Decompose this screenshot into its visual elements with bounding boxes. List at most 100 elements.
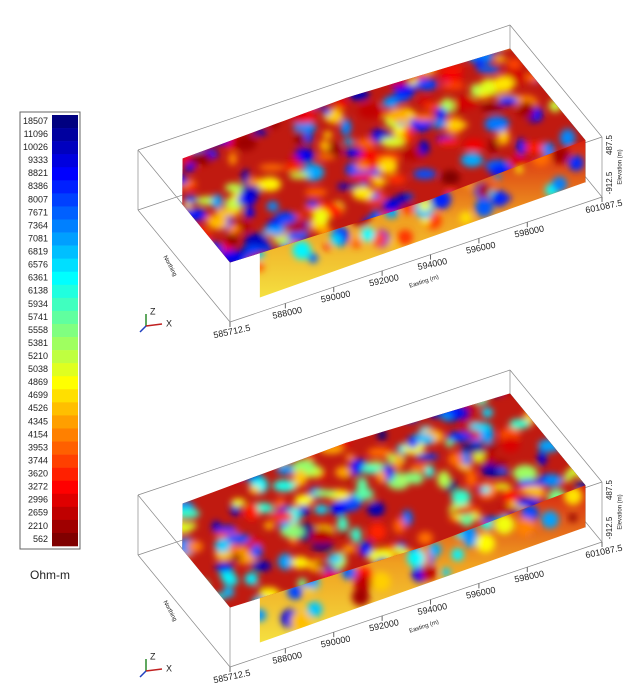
blob [465,399,480,412]
legend-swatch [52,167,78,181]
blob [207,593,225,602]
easting-tick-label: 594000 [417,601,448,617]
legend-label: 7081 [28,233,48,243]
blob [200,233,210,247]
blob [484,115,510,133]
blob [494,514,515,535]
blob [280,525,305,538]
blob [428,543,442,557]
blob [393,518,406,534]
blob [342,138,355,145]
easting-tick-label: 601087.5 [584,543,623,561]
blob [494,172,502,180]
blob [292,240,311,260]
blob [525,72,540,83]
blob [437,470,451,489]
blob [416,65,440,74]
legend-label: 2996 [28,495,48,505]
blob [244,206,255,218]
legend-label: 9333 [28,155,48,165]
legend-label: 5381 [28,338,48,348]
blob [272,479,296,492]
blob [186,522,197,529]
blob [184,202,193,209]
blob [238,468,261,481]
blob [342,544,356,553]
blob [406,436,419,449]
blob [184,163,195,172]
blob [358,102,382,119]
legend-label: 6138 [28,286,48,296]
blob [371,572,391,592]
blob [270,511,295,522]
legend-label: 18507 [23,116,48,126]
blob [440,170,461,185]
blob [299,114,317,122]
blob [351,173,377,181]
blob [252,129,268,136]
easting-tick-label: 590000 [320,289,351,305]
legend-swatch [52,284,78,299]
triad-x [145,668,163,672]
blob [480,103,505,113]
blob [516,518,536,537]
legend-label: 3620 [28,469,48,479]
blob [330,233,343,246]
blob [465,470,478,488]
blob [382,98,399,108]
blob [210,135,231,146]
blob [308,253,319,264]
blob [376,469,387,484]
blob [367,501,385,517]
legend-swatch [52,141,78,155]
elevation-tick-label: -912.5 [605,171,614,194]
blob [337,183,349,190]
blob [229,554,243,561]
blob [543,474,563,487]
blob [161,513,180,527]
easting-tick-label: 594000 [417,256,448,272]
blob [424,465,435,478]
blob [345,453,355,461]
blob [294,494,314,506]
easting-tick-label: 592000 [368,617,399,633]
blob [295,129,305,147]
blob [327,553,343,564]
blob [224,183,243,193]
blob [305,200,320,208]
legend-label: 4699 [28,390,48,400]
legend-swatch [52,493,78,508]
legend-swatch [52,376,78,390]
blob [187,143,203,153]
legend-swatch [52,128,78,142]
blob [401,148,425,160]
blob [488,138,498,154]
legend-swatch [52,193,78,207]
blob [271,456,289,465]
legend-swatch [52,532,78,547]
blob [476,65,501,74]
blob [489,36,514,47]
blob [186,540,204,553]
blob [156,169,165,180]
blob [359,541,373,556]
blob [463,138,485,151]
blob [244,245,264,254]
box-edge [229,196,603,323]
blob [159,188,167,197]
triad-label: X [166,663,172,673]
northing-title: Northing [162,600,178,623]
blob [236,193,257,206]
blob [568,513,578,522]
blob [479,393,505,396]
blob [438,138,461,146]
blob [453,107,463,116]
blob [525,141,548,154]
blob [440,413,453,420]
easting-title: Easting (m) [409,274,440,289]
blob [261,226,288,235]
legend-swatch [52,415,78,429]
blob [182,208,190,223]
blob [222,576,239,586]
blob [310,527,335,544]
